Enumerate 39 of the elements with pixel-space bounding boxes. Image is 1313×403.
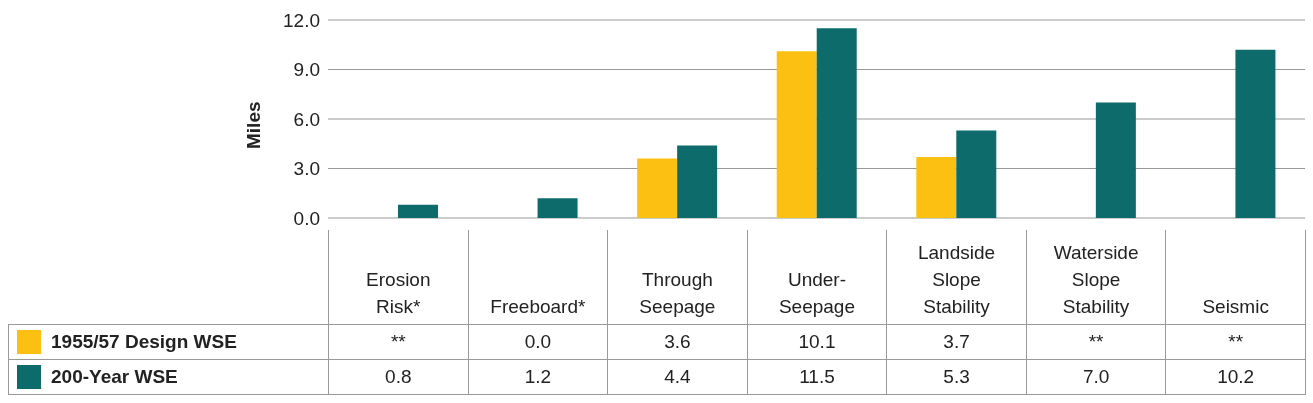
bar xyxy=(776,51,817,218)
y-tick-label: 6.0 xyxy=(293,108,320,130)
data-label: 0.0 xyxy=(468,324,608,359)
bar xyxy=(398,204,438,218)
y-tick-label: 9.0 xyxy=(293,59,320,81)
x-tick-label: Waterside Slope Stability xyxy=(1026,230,1166,324)
bar xyxy=(677,145,718,218)
y-tick-label: 3.0 xyxy=(293,158,320,180)
bar xyxy=(816,28,857,218)
legend-label: 200-Year WSE xyxy=(51,365,178,388)
x-tick-label: Seismic xyxy=(1165,230,1306,324)
bar xyxy=(1235,49,1276,218)
data-label: 10.1 xyxy=(747,324,887,359)
data-label: 3.6 xyxy=(607,324,748,359)
data-label: 3.7 xyxy=(886,324,1027,359)
x-tick-label: Erosion Risk* xyxy=(328,230,469,324)
x-tick-label: Freeboard* xyxy=(468,230,608,324)
bar xyxy=(637,158,678,218)
x-tick-label: Landside Slope Stability xyxy=(886,230,1027,324)
text: ** xyxy=(1088,330,1104,352)
data-label: 1.2 xyxy=(468,359,608,394)
y-tick-label: 0.0 xyxy=(293,207,320,229)
data-label: 7.0 xyxy=(1026,359,1166,394)
legend-label: 1955/57 Design WSE xyxy=(51,330,237,353)
x-tick-label: Through Seepage xyxy=(607,230,748,324)
data-label: 10.2 xyxy=(1165,359,1306,394)
text: ** xyxy=(1228,330,1244,352)
data-label: 11.5 xyxy=(747,359,887,394)
y-tick-label: 12.0 xyxy=(283,9,320,31)
data-label: 4.4 xyxy=(607,359,748,394)
data-label: 0.8 xyxy=(328,359,469,394)
bar xyxy=(1095,102,1136,218)
text: ** xyxy=(390,330,406,352)
bar xyxy=(537,198,578,218)
bar xyxy=(956,130,997,218)
bar xyxy=(916,156,957,218)
y-axis-title: Miles xyxy=(242,101,264,149)
x-tick-label: Under-Seepage xyxy=(747,230,887,324)
data-label: 5.3 xyxy=(886,359,1027,394)
